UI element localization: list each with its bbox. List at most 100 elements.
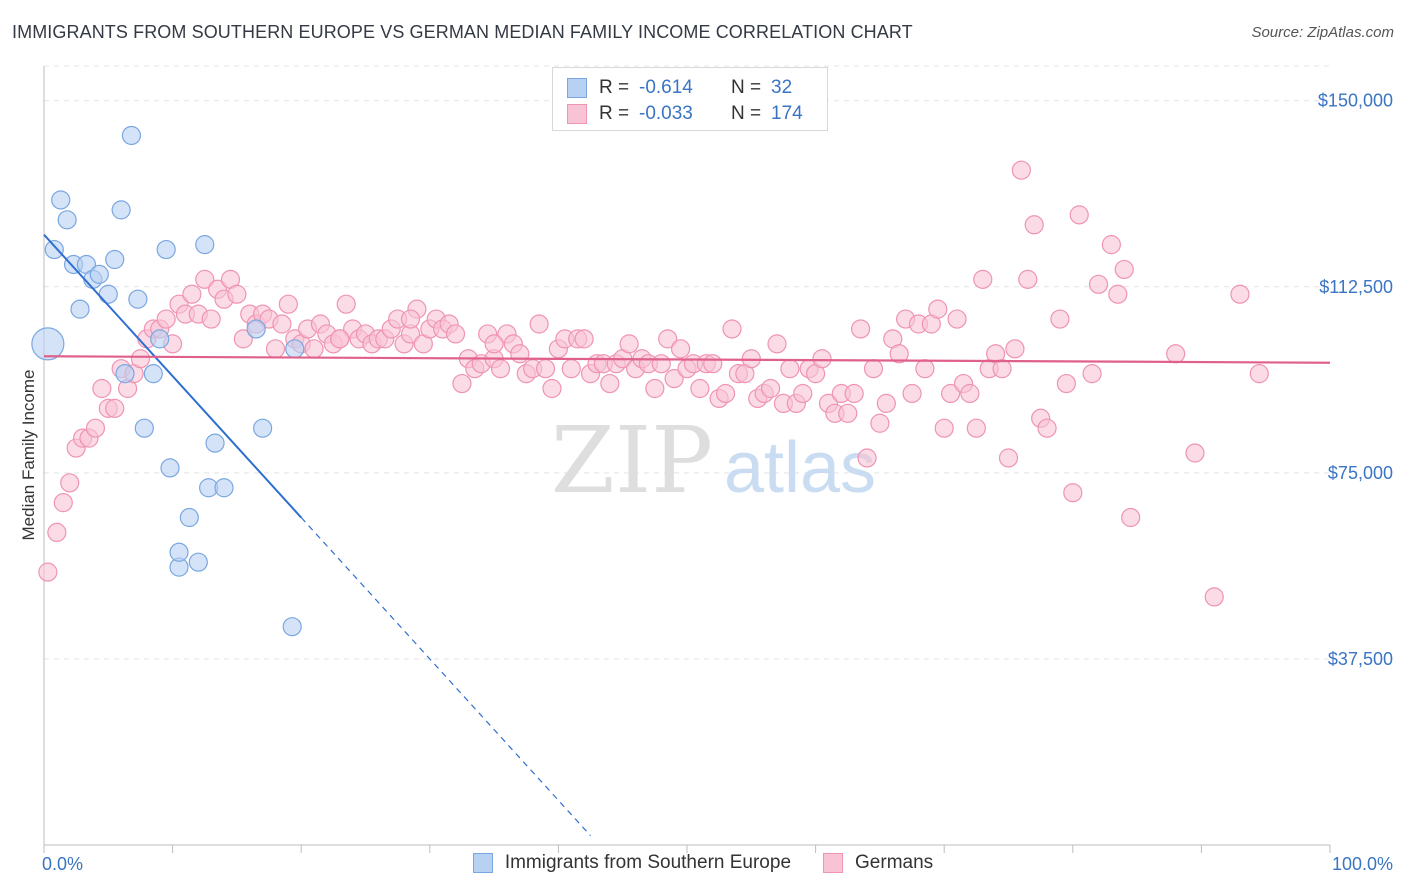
southern-europe-point [253, 418, 273, 438]
germans-point [1185, 443, 1205, 463]
southern-europe-point [121, 125, 142, 146]
southern-europe-point [150, 329, 170, 349]
southern-europe-point [115, 364, 135, 384]
southern-europe-point [70, 299, 90, 319]
germans-point [105, 398, 125, 418]
germans-point [265, 339, 286, 359]
germans-point [60, 473, 80, 493]
legend-r-label: R = [599, 103, 630, 124]
germans-point [535, 359, 556, 379]
germans-point [1024, 215, 1044, 235]
legend-r-value: -0.614 [639, 77, 693, 98]
southern-europe-point [111, 200, 131, 220]
germans-point [1108, 284, 1128, 304]
watermark-atlas: atlas [724, 428, 876, 508]
germans-points [38, 160, 1269, 607]
y-tick-label: $75,000 [1328, 463, 1393, 483]
x-tick-label: 0.0% [42, 854, 83, 874]
southern-europe-point [105, 249, 125, 270]
germans-point [53, 493, 73, 513]
germans-point [966, 418, 986, 438]
germans-point [844, 383, 864, 404]
southern-europe-point [57, 210, 77, 230]
germans-point [92, 378, 112, 399]
legend-n-label: N = [731, 103, 762, 124]
germans-point [452, 373, 472, 394]
germans-point [793, 383, 813, 404]
germans-point [445, 324, 466, 344]
legend-swatch-blue [472, 853, 493, 873]
y-tick-label: $150,000 [1318, 91, 1393, 111]
southern-europe-point [214, 478, 234, 498]
watermark-zip: ZIP [551, 407, 713, 514]
germans-point [947, 309, 967, 329]
southern-europe-point [205, 433, 225, 453]
germans-point [1249, 364, 1269, 384]
germans-point [851, 319, 871, 339]
germans-trend-line [43, 355, 1331, 364]
germans-point [902, 383, 922, 404]
legend-row-germans: R = -0.033 N = 174 [567, 102, 803, 126]
germans-point [960, 383, 980, 404]
germans-point [1230, 284, 1250, 304]
germans-point [1063, 483, 1083, 503]
germans-point [690, 378, 710, 399]
germans-point [889, 344, 909, 364]
southern-europe-point [143, 364, 163, 384]
legend-r-value: -0.033 [639, 103, 693, 124]
germans-point [760, 378, 781, 399]
legend-swatch-pink [567, 104, 587, 124]
germans-point [330, 329, 350, 349]
germans-point [658, 329, 678, 349]
germans-point [941, 383, 961, 404]
germans-point [857, 448, 877, 468]
southern-europe-point [156, 239, 176, 260]
germans-point [645, 378, 665, 399]
southern-europe-point [282, 617, 302, 637]
germans-point [600, 373, 620, 394]
germans-point [1050, 309, 1070, 329]
germans-point [38, 562, 58, 582]
tick-labels: $37,500 $75,000 $112,500 $150,000 0.0% 100.0% [42, 91, 1393, 874]
germans-point [973, 269, 993, 289]
germans-point [1069, 205, 1089, 225]
germans-point [1204, 587, 1224, 607]
germans-point [863, 359, 884, 379]
legend-n-label: N = [731, 77, 762, 98]
germans-point [651, 354, 671, 374]
germans-point [484, 334, 504, 354]
germans-point [336, 294, 356, 314]
x-tick-label: 100.0% [1332, 854, 1393, 874]
germans-point [304, 339, 324, 359]
germans-point [664, 368, 684, 389]
y-tick-label: $37,500 [1328, 649, 1393, 669]
germans-point [510, 344, 530, 364]
southern-europe-trend-extension [300, 517, 591, 837]
germans-point [400, 309, 421, 329]
germans-point [574, 329, 594, 349]
y-axis-label: Median Family Income [19, 369, 38, 540]
correlation-legend: R = -0.614 N = 32 R = -0.033 N = 174 [552, 67, 828, 131]
southern-europe-point [188, 552, 208, 572]
germans-point [722, 319, 742, 339]
germans-point [1082, 364, 1102, 384]
legend-item-southern-europe: Immigrants from Southern Europe [472, 852, 791, 874]
germans-point [529, 314, 549, 334]
y-tick-label: $112,500 [1319, 277, 1393, 297]
germans-point [812, 349, 832, 369]
legend-item-germans: Germans [823, 852, 933, 874]
germans-point [130, 349, 151, 369]
legend-swatch-pink [823, 853, 844, 873]
germans-point [272, 314, 292, 334]
legend-n-value: 32 [771, 77, 793, 98]
germans-point [838, 403, 858, 423]
germans-point [715, 383, 736, 404]
germans-point [278, 294, 298, 314]
germans-point [1018, 269, 1038, 289]
southern-europe-point [160, 458, 180, 478]
southern-europe-point [285, 339, 305, 359]
germans-point [47, 522, 67, 543]
legend-swatch-blue [567, 78, 587, 98]
southern-europe-point [31, 327, 65, 361]
germans-point [928, 299, 948, 319]
